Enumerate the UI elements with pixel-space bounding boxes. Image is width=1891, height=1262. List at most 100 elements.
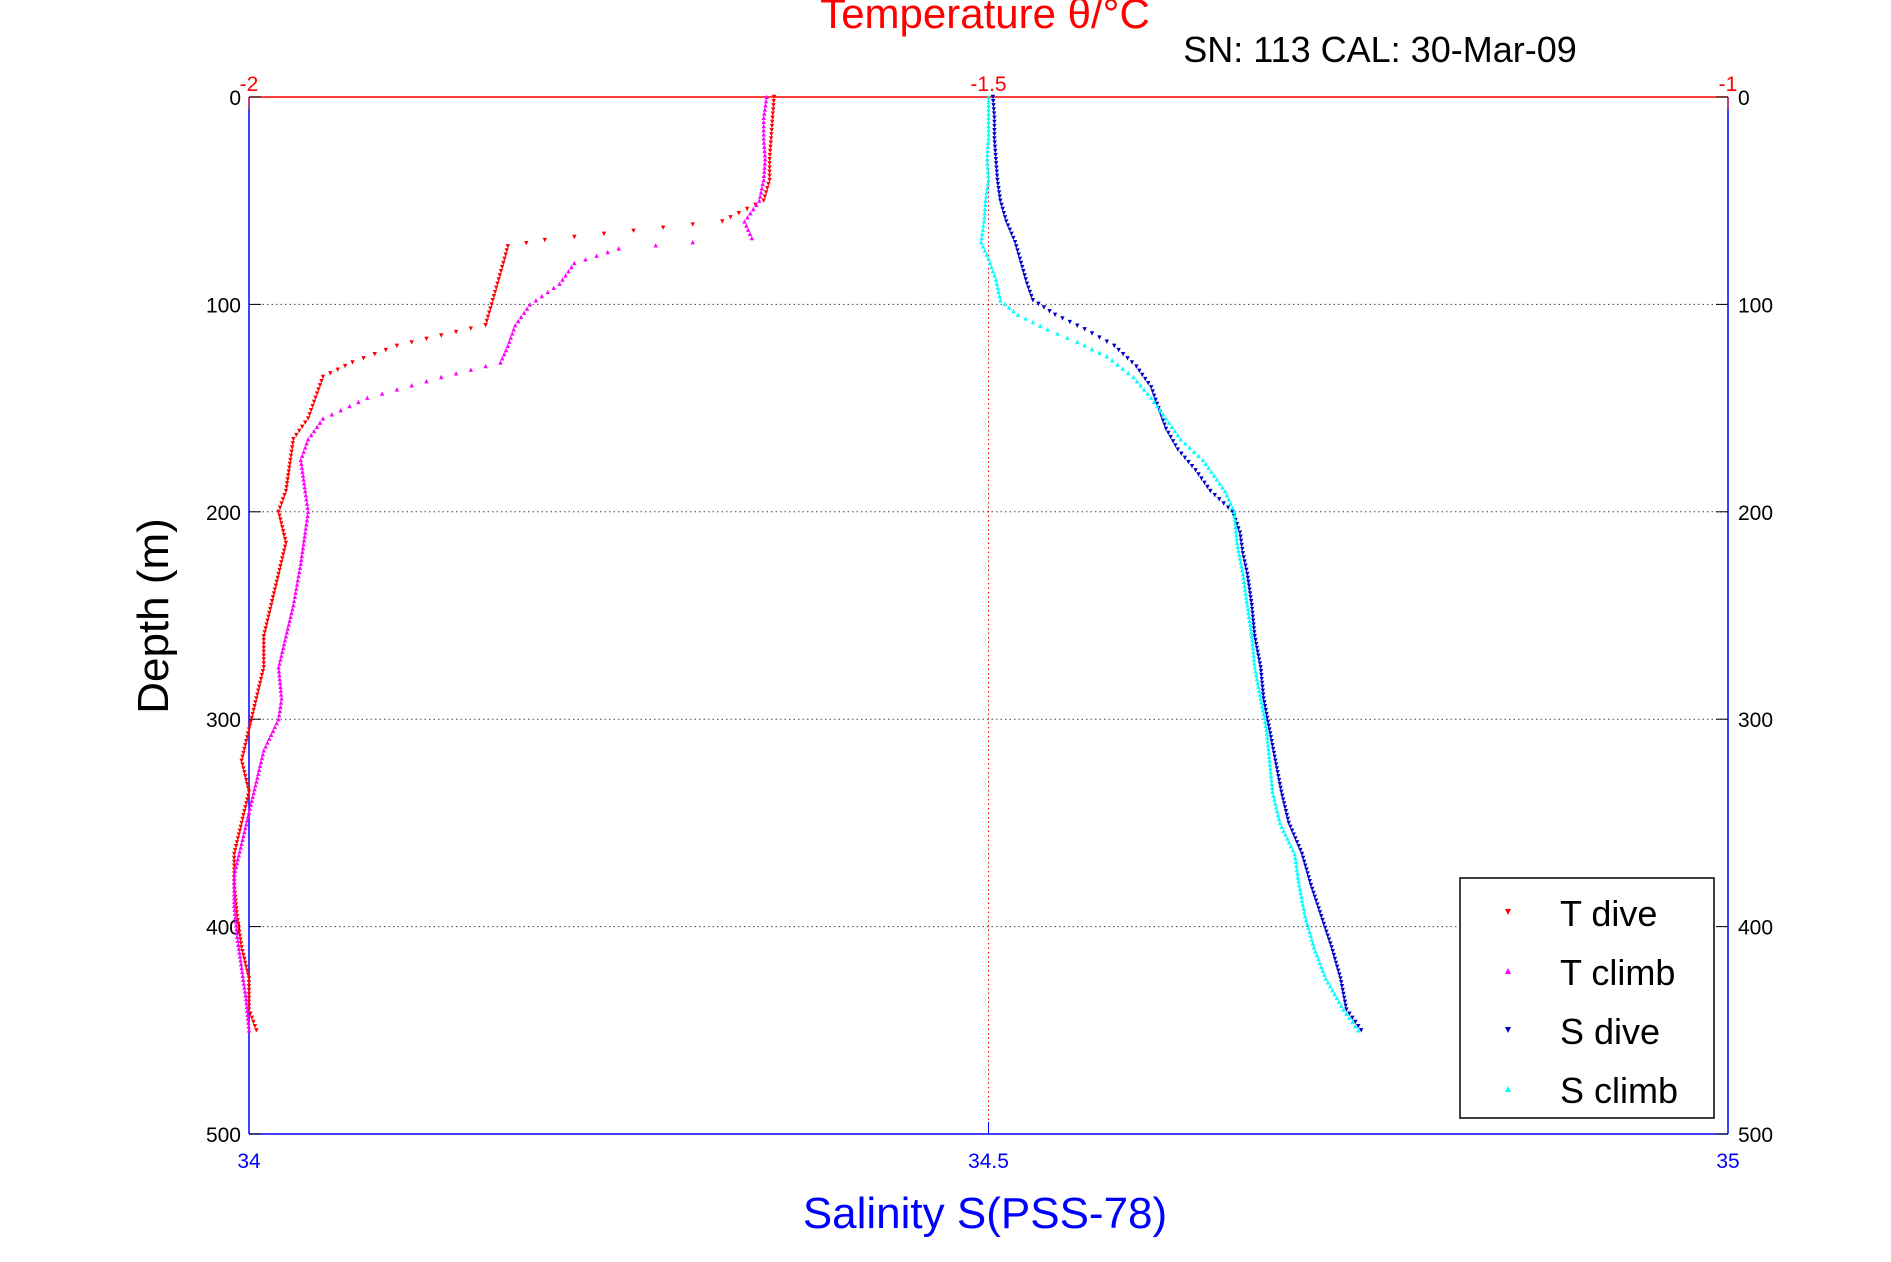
data-point [496, 277, 501, 282]
data-point [1274, 809, 1280, 814]
data-point [1251, 618, 1256, 623]
data-point [468, 326, 474, 331]
data-point [1268, 774, 1274, 779]
data-point [278, 657, 283, 662]
data-point [276, 712, 282, 718]
data-point [1247, 591, 1253, 596]
data-point [771, 98, 776, 104]
data-point [995, 285, 1000, 291]
data-point [1244, 595, 1249, 600]
data-point [232, 851, 237, 857]
data-point [300, 545, 306, 551]
data-point [1104, 354, 1110, 359]
data-point [240, 837, 245, 842]
data-point [742, 219, 747, 224]
data-point [256, 684, 262, 689]
data-point [329, 412, 335, 417]
data-point [990, 269, 996, 274]
data-point [1285, 836, 1290, 841]
data-point [504, 248, 509, 253]
data-point [1264, 731, 1270, 736]
data-point [240, 754, 245, 759]
data-point [233, 844, 239, 849]
data-point [342, 363, 348, 369]
data-point [1316, 956, 1321, 962]
data-point [246, 727, 252, 732]
data-point [1319, 914, 1324, 919]
data-point [515, 318, 521, 324]
data-point [239, 841, 244, 846]
data-point [761, 173, 767, 179]
data-point [497, 273, 503, 278]
data-point [1320, 968, 1325, 973]
data-point [1268, 731, 1273, 736]
data-point [1166, 430, 1171, 436]
data-point [1256, 657, 1262, 662]
data-point [239, 965, 244, 971]
data-point [302, 534, 307, 539]
data-point [1250, 645, 1256, 651]
data-point [289, 449, 294, 454]
data-point [762, 161, 768, 166]
data-point [1266, 750, 1271, 756]
data-point [317, 383, 323, 388]
data-point [270, 728, 276, 734]
data-point [1238, 538, 1244, 544]
data-point [279, 501, 284, 506]
data-point [1350, 1015, 1355, 1021]
data-point [1075, 323, 1080, 328]
data-point [280, 556, 285, 561]
data-point [261, 649, 266, 654]
data-point [236, 853, 242, 858]
data-point [770, 111, 776, 116]
data-point [993, 152, 998, 158]
data-point [251, 790, 256, 796]
data-point [261, 665, 266, 670]
data-point [1116, 347, 1121, 353]
data-point [982, 206, 988, 212]
data-point [1186, 459, 1191, 465]
data-point [269, 599, 275, 604]
data-point [1137, 368, 1142, 373]
data-point [303, 445, 308, 450]
data-point [1311, 945, 1317, 950]
data-point [278, 684, 283, 689]
data-point [1249, 630, 1254, 635]
data-point [304, 501, 310, 506]
data-point [255, 692, 260, 697]
data-point [761, 132, 766, 137]
data-point [1308, 882, 1314, 888]
data-point [409, 383, 414, 388]
data-point [251, 707, 256, 713]
data-point [1045, 327, 1050, 332]
data-point [288, 453, 294, 459]
data-point [1303, 863, 1308, 868]
data-point [234, 840, 240, 845]
data-point [261, 748, 266, 753]
data-point [1208, 488, 1213, 494]
data-point [1276, 777, 1282, 783]
data-point [1020, 264, 1025, 270]
data-point [1209, 469, 1214, 474]
data-point [757, 194, 763, 199]
data-point [251, 1019, 256, 1025]
data-point [518, 314, 524, 320]
data-point [233, 915, 238, 920]
data-point [1271, 750, 1277, 756]
data-point [232, 911, 238, 916]
data-point [983, 202, 988, 208]
data-point [1272, 797, 1277, 802]
data-point [505, 244, 511, 249]
data-point [1306, 925, 1311, 931]
data-point [982, 210, 987, 216]
data-point [286, 469, 291, 474]
data-point [242, 956, 247, 962]
data-point [281, 532, 287, 538]
data-point [1221, 501, 1226, 506]
data-point [235, 938, 240, 944]
data-point [1321, 921, 1327, 927]
data-point [1256, 653, 1261, 658]
data-point [1275, 812, 1281, 818]
data-point [232, 884, 237, 889]
data-point [298, 561, 303, 566]
